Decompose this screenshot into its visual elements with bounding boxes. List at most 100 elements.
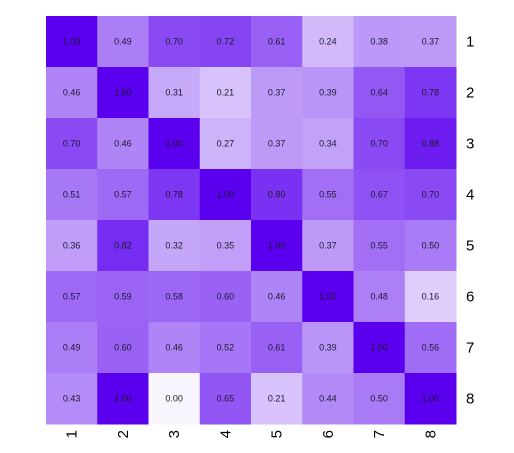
cell-value-label-r8-c8: 1.00 (422, 394, 440, 404)
heatmap-cell-r7-c3 (148, 322, 201, 374)
heatmap-cell-r6-c6 (302, 271, 354, 323)
cell-value-label-r1-c5: 0.61 (268, 37, 286, 47)
row-tick-label-4: 4 (466, 187, 474, 204)
cell-value-label-r8-c3: 0.00 (165, 394, 183, 404)
cell-value-label-r8-c1: 0.43 (63, 394, 81, 404)
heatmap-cell-r7-c8 (404, 322, 457, 374)
heatmap-cell-r2-c8 (404, 67, 457, 119)
row-tick-label-3: 3 (466, 136, 474, 153)
heatmap-cell-r6-c4 (199, 271, 252, 323)
cell-value-label-r7-c2: 0.60 (114, 343, 132, 353)
heatmap-cell-r8-c3 (148, 373, 201, 425)
heatmap-cell-r2-c5 (251, 67, 303, 119)
heatmap-cell-r1-c3 (148, 16, 201, 68)
heatmap-cell-r8-c6 (302, 373, 354, 425)
cell-value-label-r8-c6: 0.44 (319, 394, 337, 404)
cell-value-label-r6-c6: 1.00 (319, 292, 337, 302)
row-tick-label-7: 7 (466, 340, 474, 357)
cell-value-label-r6-c7: 0.48 (370, 292, 388, 302)
row-tick-label-2: 2 (466, 85, 474, 102)
heatmap-cell-r5-c4 (199, 220, 252, 272)
heatmap-cell-r2-c7 (353, 67, 406, 119)
heatmap-cell-r6-c7 (353, 271, 406, 323)
heatmap-cell-labels: 1.00 0.49 0.70 0.72 0.61 0.24 0.38 0.37 0.46 1.00… (63, 37, 439, 404)
cell-value-label-r3-c1: 0.70 (63, 139, 81, 149)
heatmap-cell-r7-c1 (46, 322, 98, 374)
heatmap-cell-r5-c8 (404, 220, 457, 272)
heatmap-cell-r8-c2 (97, 373, 149, 425)
heatmap-cell-r2-c2 (97, 67, 149, 119)
cell-value-label-r2-c4: 0.21 (217, 88, 235, 98)
heatmap-cell-r7-c4 (199, 322, 252, 374)
cell-value-label-r3-c5: 0.37 (268, 139, 286, 149)
heatmap-cell-r5-c1 (46, 220, 98, 272)
heatmap-cell-r6-c8 (404, 271, 457, 323)
cell-value-label-r5-c7: 0.55 (370, 241, 388, 251)
row-tick-label-6: 6 (466, 289, 474, 306)
cell-value-label-r3-c6: 0.34 (319, 139, 337, 149)
heatmap-cell-r6-c2 (97, 271, 149, 323)
heatmap-cell-r2-c4 (199, 67, 252, 119)
cell-value-label-r1-c3: 0.70 (165, 37, 183, 47)
heatmap-cell-r3-c2 (97, 118, 149, 170)
cell-value-label-r3-c3: 1.00 (165, 139, 183, 149)
column-tick-label-3: 3 (166, 430, 183, 438)
heatmap-cell-r1-c4 (199, 16, 252, 68)
heatmap-cell-r6-c5 (251, 271, 303, 323)
heatmap-cell-r3-c5 (251, 118, 303, 170)
cell-value-label-r2-c3: 0.31 (165, 88, 183, 98)
heatmap-cell-r8-c7 (353, 373, 406, 425)
heatmap-cells (46, 16, 457, 425)
heatmap-cell-r3-c3 (148, 118, 201, 170)
column-tick-label-2: 2 (115, 430, 132, 438)
cell-value-label-r5-c1: 0.36 (63, 241, 81, 251)
cell-value-label-r6-c3: 0.58 (165, 292, 183, 302)
heatmap-cell-r3-c1 (46, 118, 98, 170)
cell-value-label-r2-c2: 1.00 (114, 88, 132, 98)
cell-value-label-r2-c1: 0.46 (63, 88, 81, 98)
column-tick-labels: 1 2 3 4 5 6 7 8 (64, 430, 440, 438)
heatmap-cell-r5-c7 (353, 220, 406, 272)
heatmap-cell-r3-c6 (302, 118, 354, 170)
cell-value-label-r5-c3: 0.32 (165, 241, 183, 251)
heatmap-cell-r5-c6 (302, 220, 354, 272)
heatmap-cell-r8-c1 (46, 373, 98, 425)
cell-value-label-r6-c8: 0.16 (422, 292, 440, 302)
heatmap-cell-r3-c8 (404, 118, 457, 170)
heatmap-cell-r6-c1 (46, 271, 98, 323)
cell-value-label-r5-c8: 0.50 (422, 241, 440, 251)
heatmap-cell-r1-c7 (353, 16, 406, 68)
heatmap-cell-r6-c3 (148, 271, 201, 323)
cell-value-label-r3-c4: 0.27 (217, 139, 235, 149)
cell-value-label-r1-c6: 0.24 (319, 37, 337, 47)
cell-value-label-r4-c7: 0.67 (370, 190, 388, 200)
heatmap-cell-r3-c4 (199, 118, 252, 170)
cell-value-label-r2-c7: 0.64 (370, 88, 388, 98)
cell-value-label-r5-c6: 0.37 (319, 241, 337, 251)
heatmap-cell-r1-c1 (46, 16, 98, 68)
cell-value-label-r3-c7: 0.70 (370, 139, 388, 149)
cell-value-label-r8-c5: 0.21 (268, 394, 286, 404)
heatmap-cell-r7-c2 (97, 322, 149, 374)
heatmap-cell-r4-c4 (199, 169, 252, 221)
column-tick-label-6: 6 (320, 430, 337, 438)
cell-value-label-r8-c2: 1.00 (114, 394, 132, 404)
cell-value-label-r3-c8: 0.88 (422, 139, 440, 149)
heatmap-cell-r2-c1 (46, 67, 98, 119)
cell-value-label-r7-c1: 0.49 (63, 343, 81, 353)
heatmap-cell-r4-c8 (404, 169, 457, 221)
cell-value-label-r7-c3: 0.46 (165, 343, 183, 353)
cell-value-label-r3-c2: 0.46 (114, 139, 132, 149)
heatmap-cell-r1-c5 (251, 16, 303, 68)
cell-value-label-r2-c6: 0.39 (319, 88, 337, 98)
heatmap-cell-r1-c2 (97, 16, 149, 68)
cell-value-label-r5-c2: 0.82 (114, 241, 132, 251)
heatmap-cell-r1-c6 (302, 16, 354, 68)
heatmap-cell-r4-c7 (353, 169, 406, 221)
heatmap-cell-r1-c8 (404, 16, 457, 68)
cell-value-label-r6-c5: 0.46 (268, 292, 286, 302)
heatmap-cell-r7-c5 (251, 322, 303, 374)
row-tick-labels: 1 2 3 4 5 6 7 8 (466, 34, 474, 408)
cell-value-label-r7-c8: 0.56 (422, 343, 440, 353)
